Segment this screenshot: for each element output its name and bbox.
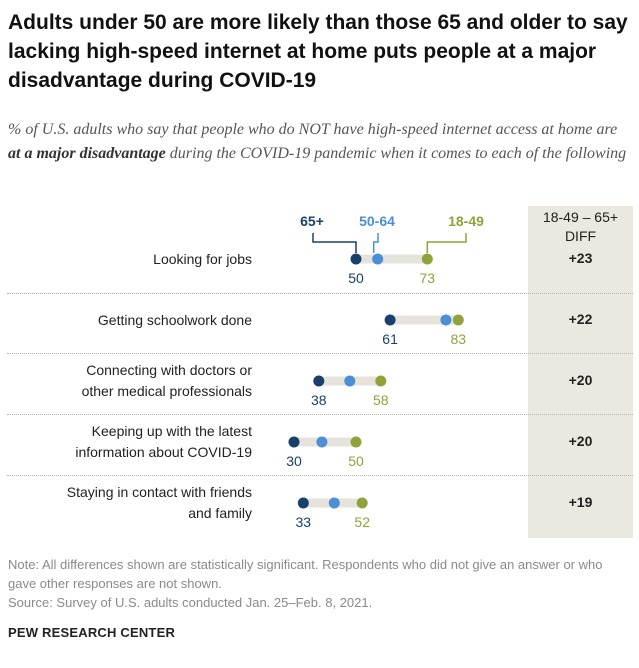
legend-connector-18-49 bbox=[426, 233, 467, 253]
dot-65-plus bbox=[313, 375, 325, 387]
diff-header-line1: 18-49 – 65+ bbox=[542, 209, 619, 225]
value-label-65-plus: 61 bbox=[382, 331, 398, 347]
note-text: Note: All differences shown are statisti… bbox=[8, 557, 603, 591]
row-separator bbox=[7, 475, 633, 476]
dot-65-plus bbox=[350, 253, 362, 265]
source-text: Source: Survey of U.S. adults conducted … bbox=[8, 595, 373, 610]
category-label: Staying in contact with friends and famil… bbox=[0, 482, 252, 524]
dot-18-49 bbox=[350, 436, 362, 448]
chart-subtitle: % of U.S. adults who say that people who… bbox=[8, 118, 628, 166]
diff-value: +22 bbox=[568, 311, 593, 327]
row-separator bbox=[7, 353, 633, 354]
legend-50-64: 50-64 bbox=[359, 213, 395, 229]
value-label-65-plus: 30 bbox=[286, 453, 302, 469]
category-label-line: other medical professionals bbox=[81, 383, 252, 399]
subtitle-text: % of U.S. adults who say that people who… bbox=[8, 121, 618, 138]
category-label-line: information about COVID-19 bbox=[75, 444, 252, 460]
subtitle-text-end: during the COVID-19 pandemic when it com… bbox=[165, 145, 627, 162]
dot-50-64 bbox=[440, 314, 452, 326]
dot-18-49 bbox=[452, 314, 464, 326]
dot-chart: 65+ 50-64 18-49 50 73 61 83 38 58 30 50 33 52 bbox=[286, 213, 484, 530]
chart-title: Adults under 50 are more likely than tho… bbox=[8, 11, 628, 92]
value-label-65-plus: 33 bbox=[296, 514, 312, 530]
row-separator bbox=[7, 414, 633, 415]
category-label-line: and family bbox=[188, 505, 252, 521]
diff-header-line2: DIFF bbox=[564, 228, 597, 244]
value-label-18-49: 50 bbox=[348, 453, 364, 469]
category-label-line: Staying in contact with friends bbox=[66, 484, 252, 500]
legend-connector-50-64 bbox=[372, 233, 379, 253]
dot-50-64 bbox=[316, 436, 328, 448]
legend-18-49: 18-49 bbox=[448, 213, 484, 229]
dot-18-49 bbox=[375, 375, 387, 387]
chart-notes: Note: All differences shown are statisti… bbox=[8, 555, 628, 612]
value-label-18-49: 83 bbox=[451, 331, 467, 347]
category-label-line: Looking for jobs bbox=[153, 250, 252, 267]
value-label-65-plus: 38 bbox=[311, 392, 327, 408]
category-label: Connecting with doctors or other medical … bbox=[0, 360, 252, 402]
value-label-18-49: 58 bbox=[373, 392, 389, 408]
diff-column-band bbox=[528, 206, 633, 538]
diff-value: +23 bbox=[568, 250, 593, 266]
dot-65-plus bbox=[288, 436, 300, 448]
diff-value: +20 bbox=[568, 372, 593, 388]
category-label: Getting schoolwork done bbox=[0, 310, 252, 331]
legend-65-plus: 65+ bbox=[300, 213, 324, 229]
category-label-line: Getting schoolwork done bbox=[97, 311, 252, 328]
diff-column-header: 18-49 – 65+ DIFF bbox=[528, 208, 633, 246]
dot-50-64 bbox=[344, 375, 356, 387]
dot-18-49 bbox=[421, 253, 433, 265]
category-label-line: Keeping up with the latest bbox=[91, 423, 252, 439]
value-label-65-plus: 50 bbox=[348, 270, 364, 286]
value-label-18-49: 73 bbox=[420, 270, 436, 286]
category-label: Keeping up with the latest information ab… bbox=[0, 421, 252, 463]
legend-connector-65-plus bbox=[312, 233, 357, 253]
value-label-18-49: 52 bbox=[354, 514, 370, 530]
subtitle-emphasis: at a major disadvantage bbox=[8, 145, 166, 162]
dot-18-49 bbox=[356, 497, 368, 509]
diff-value: +19 bbox=[568, 494, 593, 510]
category-label: Looking for jobs bbox=[0, 249, 252, 270]
dot-50-64 bbox=[372, 253, 384, 265]
category-label-line: Connecting with doctors or bbox=[86, 362, 252, 378]
pew-logo-text: PEW RESEARCH CENTER bbox=[8, 625, 176, 640]
row-separator bbox=[7, 293, 633, 294]
dot-65-plus bbox=[297, 497, 309, 509]
diff-value: +20 bbox=[568, 433, 593, 449]
dot-65-plus bbox=[384, 314, 396, 326]
dot-50-64 bbox=[328, 497, 340, 509]
